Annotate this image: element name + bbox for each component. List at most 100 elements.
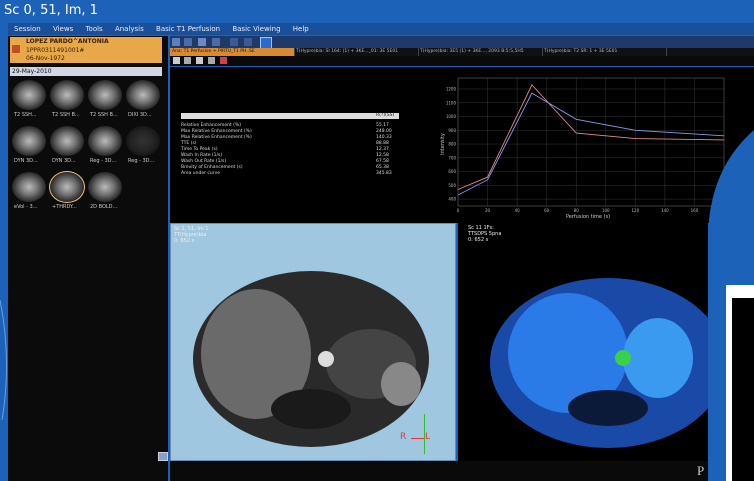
series-line-0: [457, 84, 725, 190]
menu-analysis[interactable]: Analysis: [114, 25, 144, 33]
menu-basic-viewing[interactable]: Basic Viewing: [232, 25, 281, 33]
pan-icon[interactable]: [230, 38, 238, 46]
x-tick-label: 80: [574, 208, 580, 213]
grid-icon[interactable]: [184, 38, 192, 46]
param-label: Wash In Rate (1/s): [181, 153, 223, 158]
patient-dob: 06-Nov-1972: [26, 55, 65, 62]
window-level-icon[interactable]: [184, 57, 191, 64]
perfusion-curve-chart: 400 500 600 700 800 900 1000 1100 1200 0 20 40 60 80 1…: [440, 77, 725, 220]
x-tick-label: 40: [515, 208, 521, 213]
patient-id: 1PPR0311491001#: [26, 47, 85, 54]
x-tick-label: 60: [544, 208, 550, 213]
thumbnail-label-6: Reg - 3D...: [90, 158, 117, 164]
window-title: Sc 0, 51, Im, 1: [0, 0, 754, 22]
viewport-left[interactable]: Sc 1, 51, Im 1 TT(Hypre)bia 0: 652 s R L: [170, 223, 456, 461]
tab-series-2[interactable]: T(Hypre)bia: 3E5 (1) + 3KE..., 2093 B:5:…: [418, 48, 543, 56]
menu-basic-t1-perfusion[interactable]: Basic T1 Perfusion: [156, 25, 221, 33]
x-tick-label: 20: [485, 208, 491, 213]
param-value: 65.38: [376, 165, 389, 170]
viewport-overlay-line: Sc 1, 51, Im 1: [174, 226, 209, 232]
y-tick-label: 400: [448, 197, 456, 202]
menu-bar: Session Views Tools Analysis Basic T1 Pe…: [8, 23, 754, 35]
y-tick-label: 600: [448, 169, 456, 174]
y-tick-label: 1200: [446, 87, 457, 92]
zoom-icon[interactable]: [212, 38, 220, 46]
menu-session[interactable]: Session: [14, 25, 41, 33]
param-value: 88.88: [376, 141, 389, 146]
param-label: Max Relative Enhancement (%): [181, 135, 252, 140]
mri-image-left[interactable]: [171, 224, 456, 461]
patient-name: LOPEZ PARDO^ANTONIA: [26, 38, 109, 45]
fit-icon[interactable]: [173, 57, 180, 64]
thumbnail-2[interactable]: [88, 80, 122, 110]
panel-settings-icon[interactable]: [158, 452, 168, 461]
menu-tools[interactable]: Tools: [85, 25, 103, 33]
x-tick-label: 100: [602, 208, 610, 213]
thumbnail-7[interactable]: [126, 126, 160, 156]
thumbnail-label-8: eVol - 3...: [14, 204, 38, 210]
menu-views[interactable]: Views: [52, 25, 74, 33]
menu-help[interactable]: Help: [292, 25, 309, 33]
thumbnail-label-1: T2 SSH B...: [52, 112, 80, 118]
series-line-1: [457, 92, 725, 196]
param-value: 140.33: [376, 135, 392, 140]
thumbnail-label-2: T2 SSH B...: [90, 112, 118, 118]
study-date-row[interactable]: 29-May-2010: [10, 67, 162, 76]
y-tick-label: 900: [448, 128, 456, 133]
plot-frame: [457, 77, 725, 207]
param-label: Area under curve: [181, 171, 221, 176]
thumbnail-1[interactable]: [50, 80, 84, 110]
close-icon[interactable]: [220, 57, 227, 64]
thumbnail-10[interactable]: [88, 172, 122, 202]
x-axis-label: Perfusion time (s): [566, 214, 610, 220]
thumbnail-5[interactable]: [50, 126, 84, 156]
viewer-toolbar: [170, 56, 754, 66]
status-bar-text: P: [697, 463, 705, 478]
orientation-axis-x: [411, 438, 425, 439]
x-tick-label: 120: [632, 208, 640, 213]
param-label: Wash Out Rate (1/s): [181, 159, 227, 164]
tab-series-3[interactable]: T(Hypre)bia: T2 SR: 1 + 3E 5E01: [542, 48, 667, 56]
y-axis-label: Intensity: [440, 133, 446, 155]
thumbnail-8[interactable]: [12, 172, 46, 202]
param-value: 67.58: [376, 159, 389, 164]
thumbnail-label-7: Reg - 3D...: [128, 158, 155, 164]
thumbnail-6[interactable]: [88, 126, 122, 156]
param-value: 345.83: [376, 171, 392, 176]
thumbnail-grid: T2 SSH... T2 SSH B... T2 SSH B... DIXI 3…: [12, 80, 166, 220]
param-label: Brevity of Enhancement (s): [181, 165, 243, 170]
layout-icon[interactable]: [172, 38, 180, 46]
x-tick-label: 160: [691, 208, 699, 213]
thumbnail-4[interactable]: [12, 126, 46, 156]
thumbnail-label-9: +THRDY...: [52, 204, 77, 210]
patient-card[interactable]: LOPEZ PARDO^ANTONIA 1PPR0311491001# 06-N…: [10, 37, 162, 63]
viewport-overlay-line: 0: 652 s: [174, 238, 195, 244]
x-tick-label: 140: [661, 208, 669, 213]
rotate-icon[interactable]: [244, 38, 252, 46]
thumbnail-label-5: DYN 3D...: [52, 158, 76, 164]
thumbnail-3[interactable]: [126, 80, 160, 110]
tab-t1-perfusion[interactable]: Ana: T1 Perfusion + PIRTU_T1 PH..SE: [170, 48, 295, 56]
orientation-axis-y: [424, 414, 425, 454]
y-tick-label: 500: [448, 183, 456, 188]
roi-icon[interactable]: [208, 57, 215, 64]
pointer-icon[interactable]: [198, 38, 206, 46]
patient-browser-panel: [8, 36, 168, 481]
param-value: 248.00: [376, 129, 392, 134]
viewport-right[interactable]: Sc 11 1Fs: TTSDPS 5pna 0: 652 s: [458, 223, 708, 461]
perfusion-map-image[interactable]: [458, 223, 708, 461]
measure-icon[interactable]: [196, 57, 203, 64]
thumbnail-label-3: DIXI 3D...: [128, 112, 152, 118]
thumbnail-label-4: DYN 3D...: [14, 158, 38, 164]
thumbnail-label-0: T2 SSH...: [14, 112, 37, 118]
param-header-value: R(?)(SS): [376, 113, 395, 118]
y-tick-label: 1000: [446, 114, 457, 119]
thumbnail-label-10: 2D BOLD...: [90, 204, 118, 210]
status-bar: P: [170, 461, 754, 481]
y-tick-label: 800: [448, 142, 456, 147]
param-label: TTE (s): [181, 141, 197, 146]
thumbnail-9[interactable]: [49, 171, 85, 203]
tab-series-1[interactable]: T(Hypre)bia: SI 164: (1) + 3KE..._01: 3E…: [294, 48, 419, 56]
thumbnail-0[interactable]: [12, 80, 46, 110]
tab-strip: Ana: T1 Perfusion + PIRTU_T1 PH..SE T(Hy…: [170, 48, 754, 56]
